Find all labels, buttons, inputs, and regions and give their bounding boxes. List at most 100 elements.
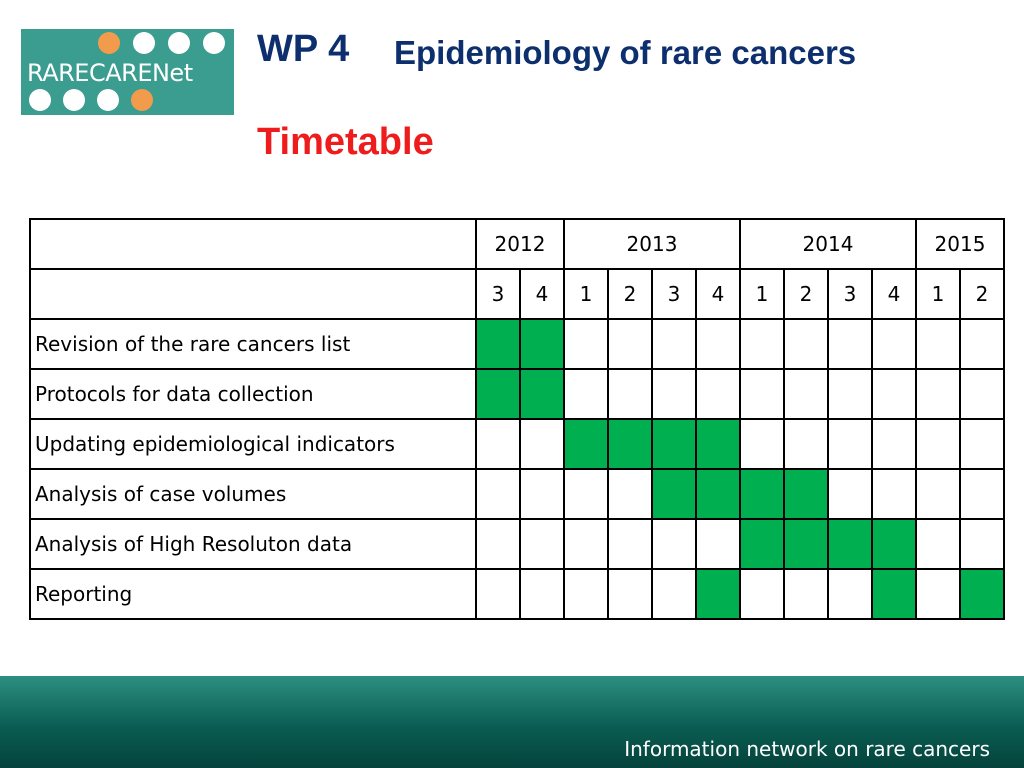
- task-row: Protocols for data collection: [29, 368, 1005, 420]
- scheduled-cell: [519, 368, 565, 420]
- timetable-heading: Timetable: [257, 121, 434, 163]
- logo-dot-icon: [63, 89, 85, 111]
- scheduled-cell: [695, 568, 741, 620]
- empty-cell: [651, 518, 697, 570]
- empty-cell: [651, 318, 697, 370]
- task-label: Analysis of case volumes: [29, 468, 477, 520]
- empty-cell: [959, 368, 1005, 420]
- empty-cell: [915, 468, 961, 520]
- empty-cell: [695, 518, 741, 570]
- empty-cell: [519, 518, 565, 570]
- empty-cell: [695, 318, 741, 370]
- empty-cell: [959, 468, 1005, 520]
- scheduled-cell: [475, 318, 521, 370]
- quarter-header: 4: [695, 268, 741, 320]
- quarter-header: 2: [607, 268, 653, 320]
- empty-cell: [739, 568, 785, 620]
- empty-cell: [827, 568, 873, 620]
- empty-cell: [915, 368, 961, 420]
- empty-cell: [563, 568, 609, 620]
- empty-cell: [783, 568, 829, 620]
- empty-cell: [475, 418, 521, 470]
- empty-cell: [915, 418, 961, 470]
- empty-cell: [739, 318, 785, 370]
- empty-cell: [607, 468, 653, 520]
- empty-cell: [739, 418, 785, 470]
- work-package-subtitle: Epidemiology of rare cancers: [394, 34, 857, 71]
- empty-cell: [871, 468, 917, 520]
- task-label: Revision of the rare cancers list: [29, 318, 477, 370]
- quarter-header: 4: [519, 268, 565, 320]
- year-header: 2013: [563, 218, 741, 270]
- header-empty-cell: [29, 218, 477, 270]
- logo-dot-icon: [29, 89, 51, 111]
- scheduled-cell: [695, 418, 741, 470]
- empty-cell: [739, 368, 785, 420]
- scheduled-cell: [695, 468, 741, 520]
- logo-dot-icon: [203, 32, 225, 54]
- quarter-header: 1: [739, 268, 785, 320]
- empty-cell: [563, 518, 609, 570]
- empty-cell: [607, 318, 653, 370]
- quarter-header: 3: [827, 268, 873, 320]
- logo-text: RARECARENet: [27, 59, 193, 87]
- quarter-header: 1: [915, 268, 961, 320]
- scheduled-cell: [959, 568, 1005, 620]
- task-row: Reporting: [29, 568, 1005, 620]
- empty-cell: [915, 318, 961, 370]
- year-header: 2012: [475, 218, 565, 270]
- logo-dot-icon: [168, 32, 190, 54]
- empty-cell: [959, 318, 1005, 370]
- logo-dot-icon: [98, 32, 120, 54]
- work-package-title: WP 4: [257, 28, 350, 70]
- empty-cell: [783, 418, 829, 470]
- year-header: 2014: [739, 218, 917, 270]
- quarter-header: 2: [783, 268, 829, 320]
- logo-dot-icon: [133, 32, 155, 54]
- empty-cell: [695, 368, 741, 420]
- scheduled-cell: [651, 418, 697, 470]
- scheduled-cell: [783, 468, 829, 520]
- logo-dot-icon: [97, 89, 119, 111]
- empty-cell: [915, 518, 961, 570]
- empty-cell: [871, 368, 917, 420]
- scheduled-cell: [871, 518, 917, 570]
- quarter-header: 2: [959, 268, 1005, 320]
- empty-cell: [651, 568, 697, 620]
- empty-cell: [607, 518, 653, 570]
- year-header: 2015: [915, 218, 1005, 270]
- empty-cell: [475, 568, 521, 620]
- empty-cell: [871, 418, 917, 470]
- empty-cell: [783, 368, 829, 420]
- year-header-row: 2012 2013 2014 2015: [29, 218, 1005, 270]
- scheduled-cell: [651, 468, 697, 520]
- scheduled-cell: [739, 468, 785, 520]
- quarter-header: 1: [563, 268, 609, 320]
- scheduled-cell: [871, 568, 917, 620]
- scheduled-cell: [563, 418, 609, 470]
- empty-cell: [827, 418, 873, 470]
- logo-dot-icon: [131, 89, 153, 111]
- scheduled-cell: [475, 368, 521, 420]
- task-row: Revision of the rare cancers list: [29, 318, 1005, 370]
- task-row: Analysis of High Resoluton data: [29, 518, 1005, 570]
- empty-cell: [651, 368, 697, 420]
- empty-cell: [827, 368, 873, 420]
- empty-cell: [475, 468, 521, 520]
- rarecarenet-logo: RARECARENet: [21, 29, 234, 115]
- empty-cell: [959, 418, 1005, 470]
- empty-cell: [959, 518, 1005, 570]
- empty-cell: [563, 318, 609, 370]
- scheduled-cell: [739, 518, 785, 570]
- task-label: Reporting: [29, 568, 477, 620]
- quarter-header: 3: [651, 268, 697, 320]
- timetable-table: 2012 2013 2014 2015 3 4 1 2 3 4 1 2 3 4 1 2 Revision of …: [29, 218, 1005, 620]
- quarter-header: 3: [475, 268, 521, 320]
- empty-cell: [607, 368, 653, 420]
- empty-cell: [519, 568, 565, 620]
- task-row: Updating epidemiological indicators: [29, 418, 1005, 470]
- empty-cell: [607, 568, 653, 620]
- task-label: Updating epidemiological indicators: [29, 418, 477, 470]
- footer-bar: Information network on rare cancers: [0, 676, 1024, 768]
